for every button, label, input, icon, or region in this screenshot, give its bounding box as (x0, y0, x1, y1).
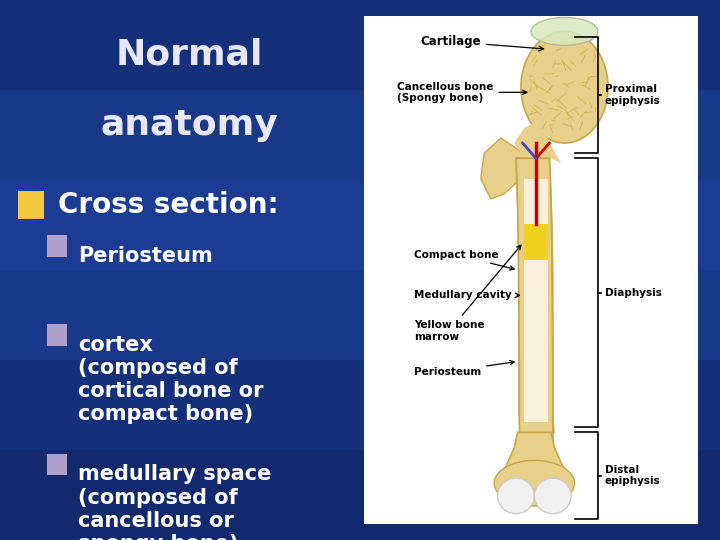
Bar (48, 235, 67, 256)
Bar (0, 450, 720, 540)
Polygon shape (523, 179, 549, 422)
Polygon shape (523, 224, 549, 260)
Ellipse shape (494, 460, 575, 506)
Bar (48, 454, 67, 475)
Bar (0, 270, 720, 360)
Text: Distal
epiphysis: Distal epiphysis (605, 465, 660, 487)
Text: Diaphysis: Diaphysis (605, 288, 662, 298)
Text: Compact bone: Compact bone (414, 250, 514, 270)
Bar (0, 180, 720, 270)
Text: Normal: Normal (115, 38, 263, 72)
Text: Cross section:: Cross section: (58, 191, 279, 219)
Text: Periosteum: Periosteum (414, 361, 514, 376)
Text: Cancellous bone
(Spongy bone): Cancellous bone (Spongy bone) (397, 82, 527, 103)
Bar (0, 0, 720, 90)
Ellipse shape (498, 478, 534, 514)
Ellipse shape (521, 31, 608, 143)
Polygon shape (501, 433, 568, 494)
Bar (0, 360, 720, 450)
Ellipse shape (531, 17, 598, 45)
Polygon shape (516, 158, 554, 433)
Text: Proximal
epiphysis: Proximal epiphysis (605, 84, 660, 106)
Bar (0, 90, 720, 180)
Bar (18, 191, 44, 219)
Polygon shape (514, 123, 561, 168)
Bar (48, 324, 67, 346)
Text: medullary space
(composed of
cancellous or
spongy bone): medullary space (composed of cancellous … (78, 464, 271, 540)
Text: Yellow bone
marrow: Yellow bone marrow (414, 245, 521, 342)
Text: cortex
(composed of
cortical bone or
compact bone): cortex (composed of cortical bone or com… (78, 335, 264, 424)
Ellipse shape (534, 478, 571, 514)
Text: Periosteum: Periosteum (78, 246, 213, 266)
Polygon shape (481, 138, 531, 199)
Text: Cartilage: Cartilage (420, 35, 544, 51)
Text: Medullary cavity: Medullary cavity (414, 291, 519, 300)
Polygon shape (516, 158, 554, 453)
Text: anatomy: anatomy (100, 108, 278, 142)
